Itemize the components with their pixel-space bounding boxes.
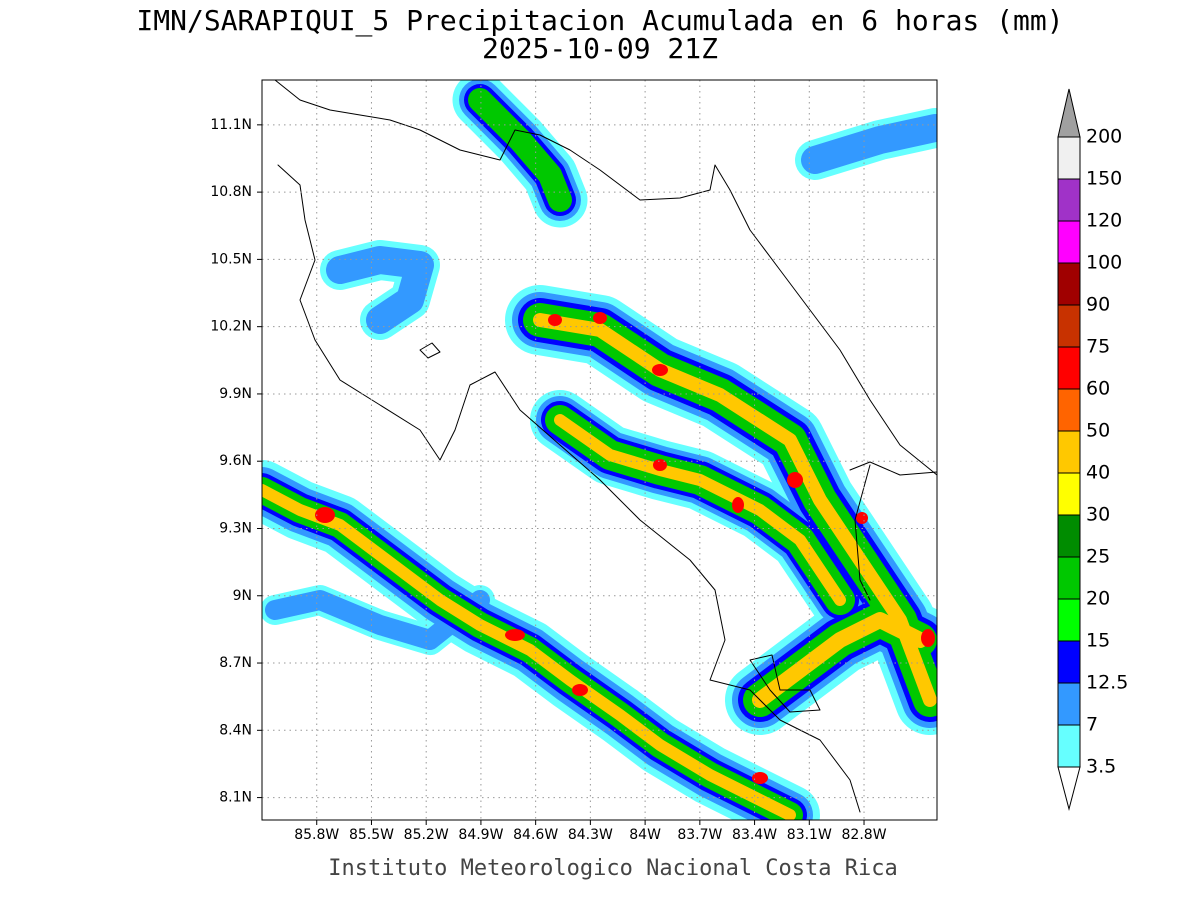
precip-core	[505, 629, 525, 641]
x-tick-label: 84.9W	[458, 827, 503, 843]
colorbar-box	[1057, 346, 1081, 390]
colorbar-label: 75	[1086, 336, 1110, 358]
colorbar-box	[1057, 136, 1081, 180]
colorbar-label: 100	[1086, 252, 1122, 274]
colorbar-label: 60	[1086, 378, 1110, 400]
colorbar-box	[1057, 304, 1081, 348]
colorbar-box	[1057, 514, 1081, 558]
y-tick-label: 9N	[233, 588, 252, 604]
coastline	[274, 80, 937, 813]
title: IMN/SARAPIQUI_5 Precipitacion Acumulada …	[136, 4, 1063, 38]
colorbar-label: 150	[1086, 168, 1122, 190]
precip-core	[548, 314, 562, 326]
x-tick-label: 85.8W	[294, 827, 339, 843]
y-tick-label: 11.1N	[210, 117, 252, 133]
coast-pacific	[277, 164, 861, 813]
colorbar-label: 40	[1086, 462, 1110, 484]
colorbar-box	[1057, 472, 1081, 516]
colorbar-label: 200	[1086, 126, 1122, 148]
precip-cores	[315, 312, 935, 784]
colorbar-box	[1057, 430, 1081, 474]
colorbar-label: 20	[1086, 588, 1110, 610]
precip-core	[921, 629, 935, 647]
x-tick-label: 84W	[629, 827, 661, 843]
plot-frame	[261, 79, 938, 821]
coast-peninsula	[749, 654, 821, 713]
precip-core	[653, 459, 667, 471]
colorbar-label: 7	[1086, 714, 1098, 736]
colorbar-box	[1057, 598, 1081, 642]
precip-core	[856, 512, 868, 524]
y-tick-label: 8.1N	[219, 790, 252, 806]
y-tick-label: 9.9N	[219, 386, 252, 402]
precipitation-field	[262, 80, 937, 815]
y-tick-label: 9.6N	[219, 453, 252, 469]
colorbar-label: 90	[1086, 294, 1110, 316]
x-tick-label: 83.7W	[677, 827, 722, 843]
colorbar-label: 50	[1086, 420, 1110, 442]
colorbar-box	[1057, 556, 1081, 600]
colorbar-box	[1057, 178, 1081, 222]
coast-north	[274, 80, 937, 476]
x-tick-label: 83.1W	[787, 827, 832, 843]
colorbar-box	[1057, 220, 1081, 264]
y-tick-label: 8.4N	[219, 722, 252, 738]
coast-island	[419, 342, 441, 359]
x-tick-label: 83.4W	[732, 827, 777, 843]
colorbar-extend-high	[1057, 88, 1081, 138]
colorbar-box	[1057, 262, 1081, 306]
x-tick-label: 84.3W	[568, 827, 613, 843]
colorbar-label: 12.5	[1086, 672, 1128, 694]
x-tick-label: 85.5W	[349, 827, 394, 843]
colorbar: 3.5 7 12.5 15 20 25 30 40 50 60 75 90 100 120 150 200	[1057, 88, 1128, 811]
y-tick-label: 10.2N	[210, 319, 252, 335]
border-panama	[849, 461, 937, 601]
precip-core	[732, 497, 744, 513]
precip-core	[787, 472, 803, 488]
y-tick-label: 8.7N	[219, 655, 252, 671]
x-tick-label: 82.8W	[842, 827, 887, 843]
grid	[257, 80, 937, 825]
x-tick-label: 85.2W	[404, 827, 449, 843]
precip-core	[572, 684, 588, 696]
subtitle: 2025-10-09 21Z	[482, 32, 718, 65]
y-tick-label: 9.3N	[219, 520, 252, 536]
colorbar-box	[1057, 388, 1081, 432]
colorbar-label: 3.5	[1086, 756, 1116, 778]
x-tick-label: 84.6W	[513, 827, 558, 843]
colorbar-label: 15	[1086, 630, 1110, 652]
precip-core	[593, 312, 607, 324]
colorbar-label: 120	[1086, 210, 1122, 232]
colorbar-box	[1057, 640, 1081, 684]
y-tick-label: 10.8N	[210, 184, 252, 200]
footer: Instituto Meteorologico Nacional Costa R…	[328, 856, 898, 881]
colorbar-label: 25	[1086, 546, 1110, 568]
y-tick-label: 10.5N	[210, 251, 252, 267]
precip-core	[315, 507, 335, 523]
precip-core	[752, 772, 768, 784]
colorbar-box	[1057, 724, 1081, 768]
colorbar-label: 30	[1086, 504, 1110, 526]
precip-core	[652, 364, 668, 376]
colorbar-box	[1057, 682, 1081, 726]
